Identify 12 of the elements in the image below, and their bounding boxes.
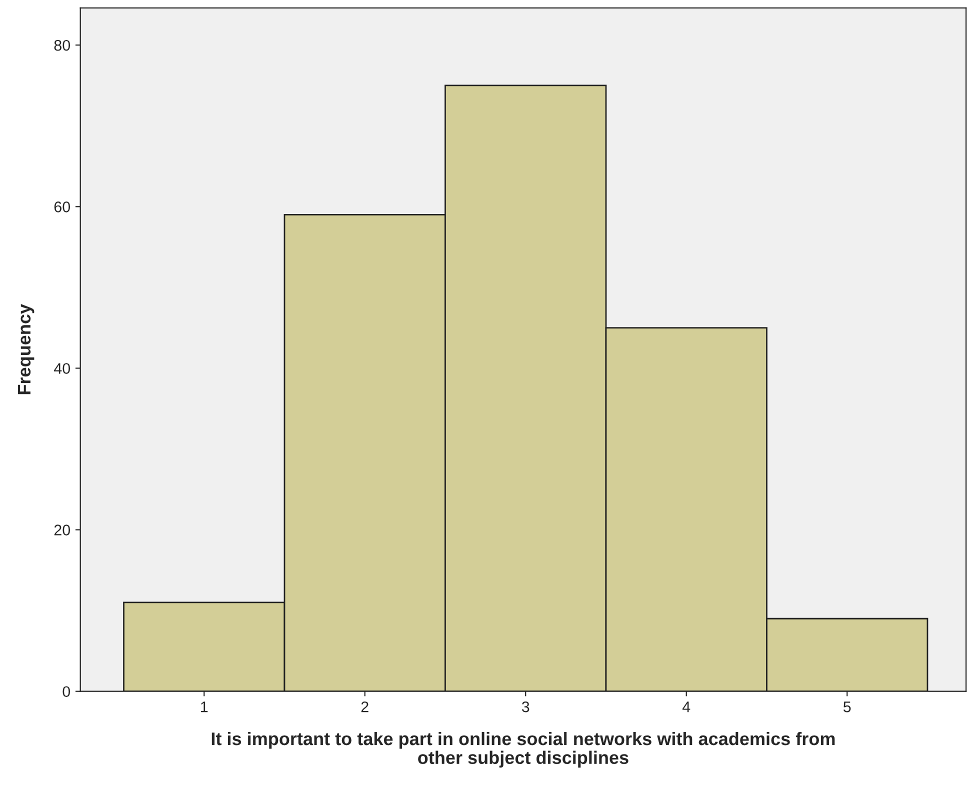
x-tick-label: 2	[361, 701, 368, 712]
x-axis-title: It is important to take part in online social networks with academics from other subject disciplines	[212, 732, 835, 768]
y-tick-label: 20	[54, 524, 70, 536]
x-tick-label: 5	[843, 702, 851, 712]
x-tick-label: 4	[682, 702, 690, 712]
y-tick-label: 80	[54, 40, 70, 51]
y-tick-label: 60	[54, 202, 70, 212]
x-tick-label: 1	[201, 702, 208, 712]
y-tick-label: 0	[62, 686, 70, 698]
y-axis-title: Frequency	[18, 304, 34, 394]
x-tick-label: 3	[522, 701, 530, 712]
y-tick-label: 40	[54, 363, 70, 374]
